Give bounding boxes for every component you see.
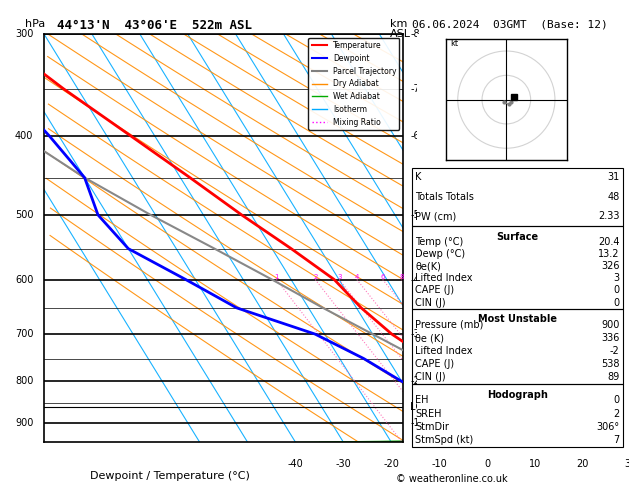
Text: 538: 538 bbox=[601, 359, 620, 369]
Text: K: K bbox=[415, 173, 421, 182]
Text: 20.4: 20.4 bbox=[598, 237, 620, 247]
Text: CIN (J): CIN (J) bbox=[415, 297, 446, 308]
Text: StmDir: StmDir bbox=[415, 422, 449, 432]
Text: 10: 10 bbox=[529, 459, 541, 469]
Text: -10: -10 bbox=[431, 459, 447, 469]
Text: 600: 600 bbox=[15, 275, 33, 284]
Text: km: km bbox=[390, 19, 408, 30]
Text: SREH: SREH bbox=[415, 409, 442, 419]
Text: 500: 500 bbox=[14, 210, 33, 220]
Text: CIN (J): CIN (J) bbox=[415, 372, 446, 382]
Text: -1: -1 bbox=[411, 418, 420, 428]
Text: 900: 900 bbox=[15, 418, 33, 428]
Text: -40: -40 bbox=[287, 459, 303, 469]
Text: -8: -8 bbox=[411, 29, 420, 39]
Text: LCL: LCL bbox=[411, 402, 428, 412]
Text: 0: 0 bbox=[613, 285, 620, 295]
Text: EH: EH bbox=[415, 395, 428, 405]
Text: 300: 300 bbox=[15, 29, 33, 39]
Text: 326: 326 bbox=[601, 261, 620, 271]
Text: 4: 4 bbox=[355, 274, 359, 279]
Text: 48: 48 bbox=[608, 192, 620, 202]
Text: kt: kt bbox=[450, 39, 459, 48]
Text: Pressure (mb): Pressure (mb) bbox=[415, 320, 484, 330]
Text: 7: 7 bbox=[613, 435, 620, 446]
Text: 31: 31 bbox=[608, 173, 620, 182]
Legend: Temperature, Dewpoint, Parcel Trajectory, Dry Adiabat, Wet Adiabat, Isotherm, Mi: Temperature, Dewpoint, Parcel Trajectory… bbox=[308, 38, 399, 130]
Text: Lifted Index: Lifted Index bbox=[415, 273, 472, 283]
Text: 800: 800 bbox=[15, 376, 33, 386]
Text: -7: -7 bbox=[411, 84, 420, 94]
Text: Dewp (°C): Dewp (°C) bbox=[415, 249, 465, 259]
Text: -5: -5 bbox=[411, 210, 420, 220]
Text: 2: 2 bbox=[313, 274, 318, 279]
Text: Dewpoint / Temperature (°C): Dewpoint / Temperature (°C) bbox=[90, 471, 250, 481]
Text: -2: -2 bbox=[411, 376, 420, 386]
Text: 0: 0 bbox=[613, 297, 620, 308]
Text: -3: -3 bbox=[411, 329, 420, 339]
Text: Hodograph: Hodograph bbox=[487, 390, 548, 400]
Text: 1: 1 bbox=[274, 274, 279, 279]
Text: 89: 89 bbox=[608, 372, 620, 382]
Text: 44°13'N  43°06'E  522m ASL: 44°13'N 43°06'E 522m ASL bbox=[57, 19, 252, 33]
Text: PW (cm): PW (cm) bbox=[415, 211, 457, 221]
Text: 06.06.2024  03GMT  (Base: 12): 06.06.2024 03GMT (Base: 12) bbox=[412, 19, 608, 30]
Text: hPa: hPa bbox=[25, 19, 45, 30]
Text: 400: 400 bbox=[15, 131, 33, 141]
Text: -6: -6 bbox=[411, 131, 420, 141]
Text: CAPE (J): CAPE (J) bbox=[415, 359, 454, 369]
Text: CAPE (J): CAPE (J) bbox=[415, 285, 454, 295]
Text: 8: 8 bbox=[399, 274, 404, 279]
Text: 2.33: 2.33 bbox=[598, 211, 620, 221]
Text: -30: -30 bbox=[335, 459, 351, 469]
Text: Totals Totals: Totals Totals bbox=[415, 192, 474, 202]
Text: 0: 0 bbox=[484, 459, 490, 469]
Text: 20: 20 bbox=[577, 459, 589, 469]
Text: 900: 900 bbox=[601, 320, 620, 330]
Text: Surface: Surface bbox=[496, 232, 538, 242]
Text: 30: 30 bbox=[625, 459, 629, 469]
Text: Lifted Index: Lifted Index bbox=[415, 346, 472, 356]
Text: 2: 2 bbox=[613, 409, 620, 419]
Text: θe (K): θe (K) bbox=[415, 333, 444, 343]
Text: © weatheronline.co.uk: © weatheronline.co.uk bbox=[396, 473, 508, 484]
Text: 0: 0 bbox=[613, 395, 620, 405]
Text: ASL: ASL bbox=[390, 29, 411, 39]
Text: 3: 3 bbox=[613, 273, 620, 283]
Text: 700: 700 bbox=[14, 329, 33, 339]
Text: 306°: 306° bbox=[596, 422, 620, 432]
Text: θe(K): θe(K) bbox=[415, 261, 441, 271]
Text: StmSpd (kt): StmSpd (kt) bbox=[415, 435, 474, 446]
Text: -2: -2 bbox=[610, 346, 620, 356]
Text: 6: 6 bbox=[381, 274, 385, 279]
Text: Most Unstable: Most Unstable bbox=[478, 314, 557, 325]
Text: -4: -4 bbox=[411, 275, 420, 284]
Text: Temp (°C): Temp (°C) bbox=[415, 237, 464, 247]
Text: -20: -20 bbox=[384, 459, 399, 469]
Text: 13.2: 13.2 bbox=[598, 249, 620, 259]
Text: Mixing Ratio (g/kg): Mixing Ratio (g/kg) bbox=[432, 192, 442, 284]
Text: 3: 3 bbox=[337, 274, 342, 279]
Text: 336: 336 bbox=[601, 333, 620, 343]
